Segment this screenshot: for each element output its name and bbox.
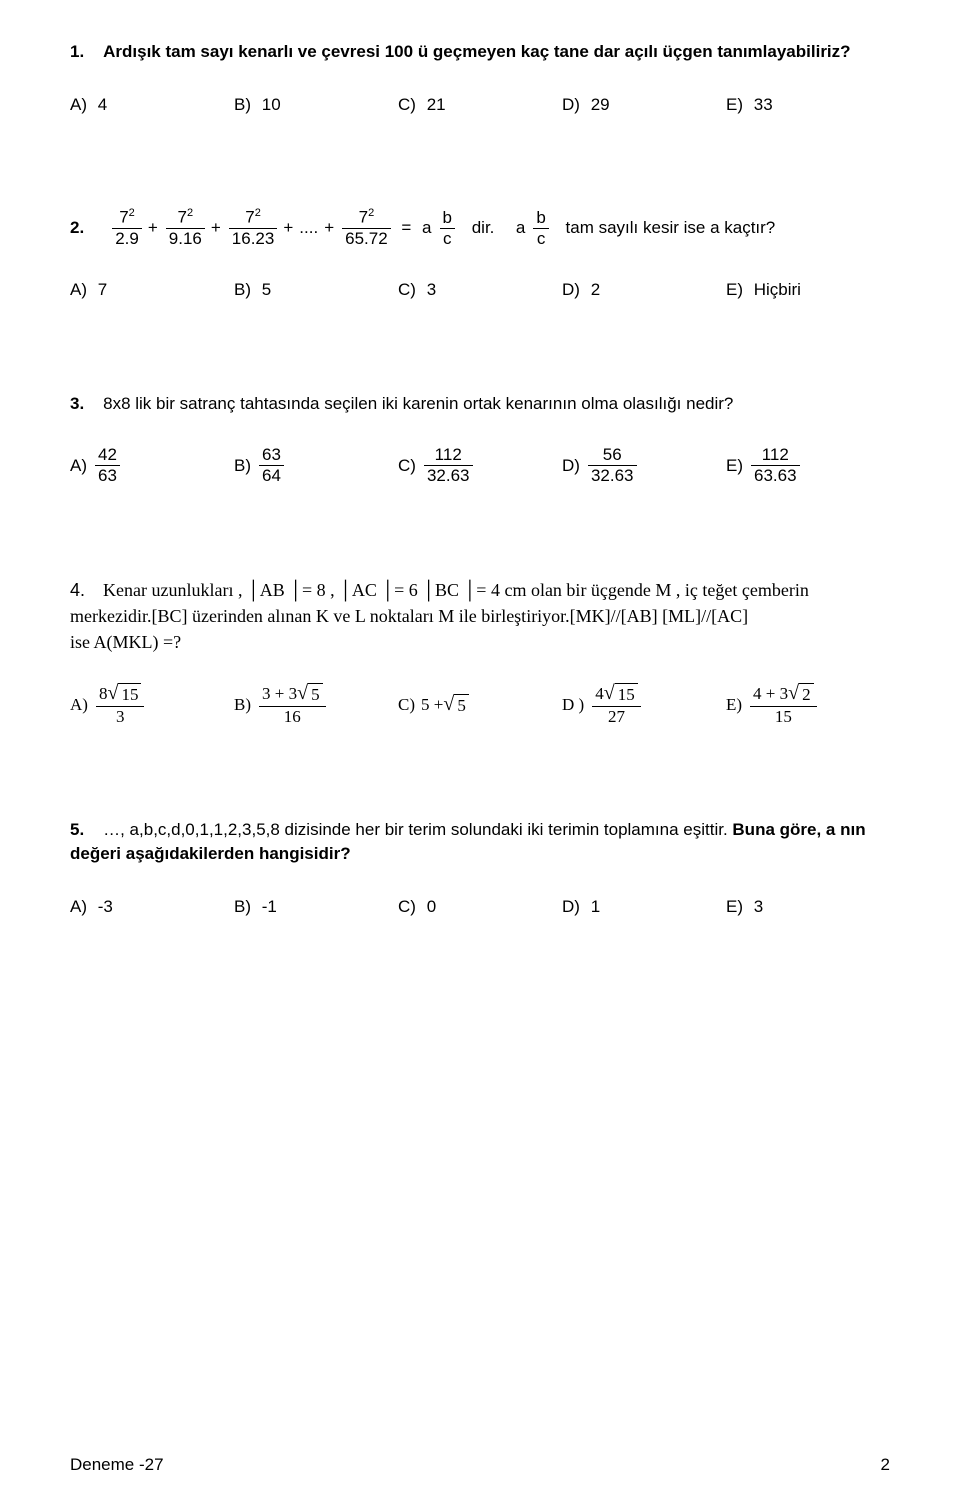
question-3-text: 8x8 lik bir satranç tahtasında seçilen i… (103, 394, 733, 413)
question-2: 2. 72 2.9 + 72 9.16 + 72 16.23 + .... + … (70, 207, 890, 302)
question-5-options: A) -3 B) -1 C) 0 D) 1 E) 3 (70, 895, 890, 920)
q4-option-b: B) 3 + 3√5 16 (234, 683, 398, 727)
q2-frac-bc2: b c (533, 208, 548, 250)
q4-option-e: E) 4 + 3√2 15 (726, 683, 890, 727)
q1-option-c: C) 21 (398, 93, 562, 118)
q1-option-b: B) 10 (234, 93, 398, 118)
question-5-body: 5. …, a,b,c,d,0,1,1,2,3,5,8 dizisinde he… (70, 818, 890, 867)
question-4-options: A) 8√15 3 B) 3 + 3√5 16 C) 5 + √5 D ) (70, 683, 890, 727)
footer-left: Deneme -27 (70, 1455, 164, 1475)
q2-frac-3: 72 16.23 (229, 207, 278, 249)
q4-line2: merkezidir.[BC] üzerinden alınan K ve L … (70, 606, 748, 626)
question-2-number: 2. (70, 216, 84, 241)
question-2-options: A) 7 B) 5 C) 3 D) 2 E) Hiçbiri (70, 278, 890, 303)
q2-frac-bc1: b c (440, 208, 455, 250)
question-3-body: 3. 8x8 lik bir satranç tahtasında seçile… (70, 392, 890, 417)
q2-option-a: A) 7 (70, 278, 234, 303)
q2-frac-2: 72 9.16 (166, 207, 205, 249)
question-1-number: 1. (70, 42, 84, 61)
q2-option-b: B) 5 (234, 278, 398, 303)
q3-option-d: D) 5632.63 (562, 445, 726, 487)
q1-option-a: A) 4 (70, 93, 234, 118)
q5-option-d: D) 1 (562, 895, 726, 920)
question-4-body: 4. Kenar uzunlukları , │AB │= 8 , │AC │=… (70, 577, 890, 655)
q1-option-d: D) 29 (562, 93, 726, 118)
q2-frac-4: 72 65.72 (342, 207, 391, 249)
question-4-number: 4. (70, 580, 85, 600)
question-2-body: 2. 72 2.9 + 72 9.16 + 72 16.23 + .... + … (70, 207, 890, 249)
question-1-text: Ardışık tam sayı kenarlı ve çevresi 100 … (103, 42, 850, 61)
q3-option-e: E) 11263.63 (726, 445, 890, 487)
q5-option-a: A) -3 (70, 895, 234, 920)
q5-option-c: C) 0 (398, 895, 562, 920)
q1-option-e: E) 33 (726, 93, 890, 118)
question-5: 5. …, a,b,c,d,0,1,1,2,3,5,8 dizisinde he… (70, 818, 890, 920)
q5-text1: …, a,b,c,d,0,1,1,2,3,5,8 dizisinde her b… (103, 820, 732, 839)
q5-option-b: B) -1 (234, 895, 398, 920)
question-1-body: 1. Ardışık tam sayı kenarlı ve çevresi 1… (70, 40, 890, 65)
q2-option-c: C) 3 (398, 278, 562, 303)
question-4: 4. Kenar uzunlukları , │AB │= 8 , │AC │=… (70, 577, 890, 728)
question-5-number: 5. (70, 820, 84, 839)
footer-right: 2 (881, 1455, 890, 1475)
q2-option-e: E) Hiçbiri (726, 278, 890, 303)
question-1: 1. Ardışık tam sayı kenarlı ve çevresi 1… (70, 40, 890, 117)
question-3: 3. 8x8 lik bir satranç tahtasında seçile… (70, 392, 890, 486)
q2-frac-1: 72 2.9 (112, 207, 142, 249)
q3-option-a: A) 4263 (70, 445, 234, 487)
q3-option-c: C) 11232.63 (398, 445, 562, 487)
question-1-options: A) 4 B) 10 C) 21 D) 29 E) 33 (70, 93, 890, 118)
q4-option-d: D ) 4√15 27 (562, 683, 726, 727)
q4-option-a: A) 8√15 3 (70, 683, 234, 727)
q2-option-d: D) 2 (562, 278, 726, 303)
q4-line1: Kenar uzunlukları , │AB │= 8 , │AC │= 6 … (103, 580, 809, 600)
page: 1. Ardışık tam sayı kenarlı ve çevresi 1… (0, 0, 960, 1505)
question-3-options: A) 4263 B) 6364 C) 11232.63 D) 5632.63 E… (70, 445, 890, 487)
q2-tail-text: tam sayılı kesir ise a kaçtır? (566, 216, 776, 241)
q3-option-b: B) 6364 (234, 445, 398, 487)
page-footer: Deneme -27 2 (70, 1455, 890, 1475)
question-3-number: 3. (70, 394, 84, 413)
q4-line3: ise A(MKL) =? (70, 632, 181, 652)
q5-option-e: E) 3 (726, 895, 890, 920)
q4-option-c: C) 5 + √5 (398, 683, 562, 727)
